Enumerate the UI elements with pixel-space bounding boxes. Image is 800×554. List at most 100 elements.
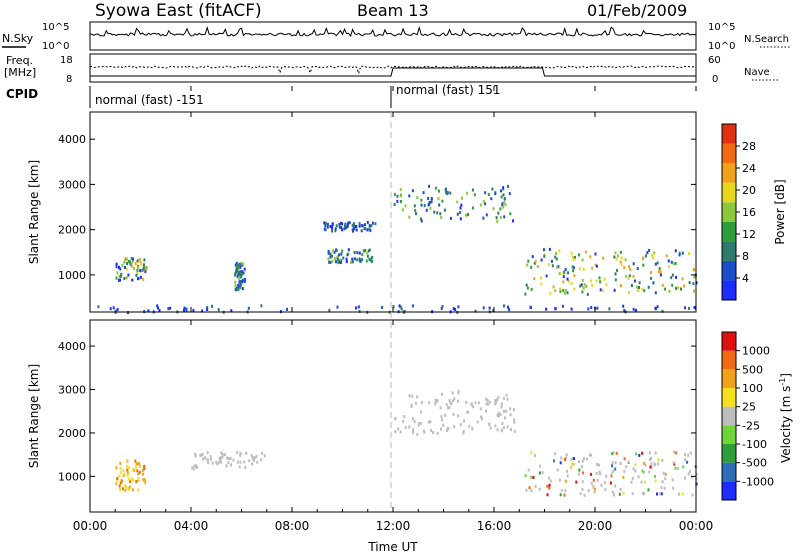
scatter-cell xyxy=(681,277,684,281)
scatter-cell xyxy=(615,257,618,261)
scatter-cell xyxy=(551,264,554,268)
scatter-cell xyxy=(509,212,512,216)
scatter-cell xyxy=(333,250,336,254)
scatter-cell xyxy=(234,263,237,267)
scatter-cell xyxy=(403,309,406,313)
scatter-cell xyxy=(457,414,460,418)
scatter-cell xyxy=(603,277,606,281)
scatter-cell xyxy=(507,184,509,188)
scatter-cell xyxy=(465,400,468,404)
scatter-cell xyxy=(548,483,551,487)
scatter-cell xyxy=(631,492,634,496)
scatter-cell xyxy=(567,279,570,283)
scatter-cell xyxy=(194,454,197,458)
scatter-cell xyxy=(554,289,557,293)
scatter-cell xyxy=(206,306,209,309)
scatter-cell xyxy=(534,454,536,458)
scatter-cell xyxy=(538,471,541,475)
scatter-cell xyxy=(202,457,205,461)
date-label: 01/Feb/2009 xyxy=(587,1,687,20)
scatter-cell xyxy=(363,227,366,231)
scatter-cell xyxy=(119,267,122,271)
scatter-cell xyxy=(559,287,561,291)
scatter-cell xyxy=(119,467,122,470)
scatter-cell xyxy=(632,467,635,471)
scatter-cell xyxy=(688,281,691,285)
scatter-cell xyxy=(688,252,691,255)
colorbar-tick-label: 8 xyxy=(742,250,749,263)
scatter-cell xyxy=(625,274,628,278)
scatter-cell xyxy=(139,275,142,279)
scatter-cell xyxy=(120,479,123,483)
scatter-cell xyxy=(494,424,497,428)
scatter-cell xyxy=(234,280,237,284)
scatter-cell xyxy=(619,260,622,264)
scatter-cell xyxy=(235,270,237,274)
scatter-cell xyxy=(143,478,146,482)
scatter-cell xyxy=(558,478,561,482)
scatter-cell xyxy=(615,451,618,455)
scatter-cell xyxy=(661,458,664,462)
scatter-cell xyxy=(344,224,347,228)
freq-right-tick-top: 60 xyxy=(708,55,721,66)
scatter-cell xyxy=(123,260,126,264)
scatter-cell xyxy=(441,304,444,308)
scatter-cell xyxy=(126,468,129,472)
scatter-cell xyxy=(139,269,142,273)
scatter-cell xyxy=(241,279,243,283)
scatter-cell xyxy=(459,423,462,427)
scatter-cell xyxy=(366,254,369,258)
scatter-cell xyxy=(600,483,603,487)
scatter-cell xyxy=(695,482,698,486)
scatter-cell xyxy=(125,267,128,271)
scatter-cell xyxy=(238,285,241,289)
scatter-cell xyxy=(670,276,673,280)
scatter-cell xyxy=(562,280,565,284)
scatter-cell xyxy=(642,257,644,261)
scatter-cell xyxy=(614,467,617,471)
scatter-cell xyxy=(441,418,444,422)
scatter-cell xyxy=(209,457,212,461)
scatter-cell xyxy=(137,462,140,466)
scatter-cell xyxy=(453,397,456,401)
scatter-cell xyxy=(678,492,680,496)
ytick-label: 4000 xyxy=(58,340,86,353)
scatter-cell xyxy=(193,464,196,468)
scatter-cell xyxy=(381,305,384,309)
power-colorbar: 28 24 20 16 12 8 4 xyxy=(721,123,756,301)
scatter-cell xyxy=(530,451,533,455)
scatter-cell xyxy=(438,203,441,207)
scatter-cell xyxy=(404,204,407,208)
scatter-cell xyxy=(440,215,443,219)
colorbar-tick-label: -100 xyxy=(742,438,767,451)
scatter-cell xyxy=(548,486,551,490)
scatter-cell xyxy=(500,428,503,432)
scatter-cell xyxy=(623,308,626,312)
scatter-cell xyxy=(238,275,241,279)
scatter-cell xyxy=(623,266,626,270)
scatter-cell xyxy=(358,257,361,261)
beam-label: Beam 13 xyxy=(357,1,429,20)
scatter-cell xyxy=(558,272,561,276)
scatter-cell xyxy=(545,307,548,311)
scatter-cell xyxy=(477,401,480,405)
scatter-cell xyxy=(220,451,223,455)
scatter-cell xyxy=(612,451,615,455)
scatter-cell xyxy=(647,285,650,289)
scatter-cell xyxy=(553,459,555,463)
scatter-cell xyxy=(441,199,444,203)
scatter-cell xyxy=(328,308,331,312)
scatter-cell xyxy=(412,417,414,421)
scatter-cell xyxy=(549,479,552,483)
scatter-cell xyxy=(419,421,422,425)
scatter-cell xyxy=(507,305,509,309)
scatter-cell xyxy=(237,265,240,269)
scatter-cell xyxy=(583,493,586,497)
scatter-cell xyxy=(693,289,695,293)
scatter-cell xyxy=(614,461,617,465)
scatter-cell xyxy=(479,407,482,411)
scatter-cell xyxy=(503,201,505,204)
scatter-cell xyxy=(567,271,569,275)
scatter-cell xyxy=(329,252,332,256)
scatter-cell xyxy=(286,307,288,311)
